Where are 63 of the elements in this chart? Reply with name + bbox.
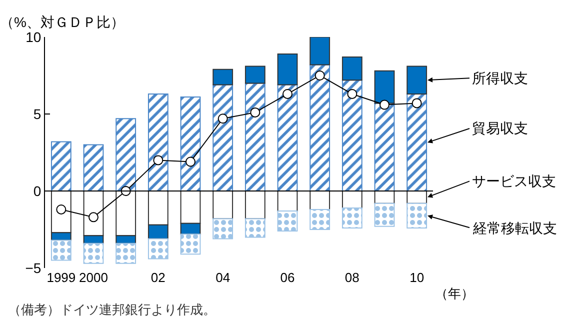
bar [212, 84, 234, 192]
x-tick-label: 02 [150, 270, 166, 285]
bar [148, 93, 168, 192]
x-tick-label: 04 [216, 270, 230, 285]
bar [342, 80, 362, 192]
bar [212, 218, 234, 240]
text: （備考）ドイツ連邦銀行より作成。 [8, 302, 216, 317]
bar [50, 240, 72, 261]
point [186, 156, 196, 167]
bar [212, 68, 234, 86]
x-tick-label: 10 [410, 270, 424, 285]
bar [342, 207, 362, 228]
bar [180, 234, 201, 255]
bar [277, 210, 298, 232]
bar [116, 242, 136, 264]
text: 貿易収支 [472, 120, 528, 136]
point [218, 114, 228, 124]
bar [310, 208, 330, 230]
bar [83, 242, 104, 264]
bar [244, 82, 266, 192]
bar [83, 144, 104, 192]
bar [310, 64, 330, 192]
point [250, 107, 260, 118]
bar [374, 202, 395, 227]
y-tick-label: 5 [33, 106, 42, 122]
point [412, 98, 422, 108]
bar [374, 70, 395, 104]
bar [406, 202, 428, 228]
x-tick-label: 06 [280, 270, 295, 285]
bar [50, 141, 72, 192]
point [314, 70, 325, 80]
text: 所得収支 [472, 70, 528, 86]
bar [374, 102, 395, 192]
bar [244, 66, 266, 84]
bar [212, 190, 234, 220]
point [153, 155, 164, 166]
point [282, 88, 292, 99]
bar [148, 238, 168, 260]
bar [244, 190, 266, 220]
bar [244, 218, 266, 238]
x-tick-label: 1999 [46, 270, 76, 285]
bar [342, 56, 362, 81]
bar [310, 190, 330, 210]
y-tick-label: 10 [26, 28, 42, 45]
bar [406, 93, 428, 192]
bar [277, 84, 298, 192]
point [347, 88, 358, 99]
x-tick-label: 2000 [79, 270, 108, 285]
point [380, 100, 390, 110]
bar [277, 53, 298, 86]
x-axis-title: （年） [435, 286, 474, 301]
text: 経常移転収支 [472, 220, 557, 236]
point [88, 212, 98, 222]
bar [310, 37, 330, 66]
bar [180, 96, 201, 192]
y-axis-title: （%、対ＧＤＰ比） [0, 14, 124, 30]
text: サービス収支 [472, 173, 556, 189]
bar [406, 66, 428, 94]
y-tick-label: 0 [33, 182, 42, 199]
bar [342, 190, 362, 208]
y-tick-label: −5 [25, 260, 42, 276]
bar [116, 118, 136, 192]
x-tick-label: 08 [344, 270, 360, 285]
